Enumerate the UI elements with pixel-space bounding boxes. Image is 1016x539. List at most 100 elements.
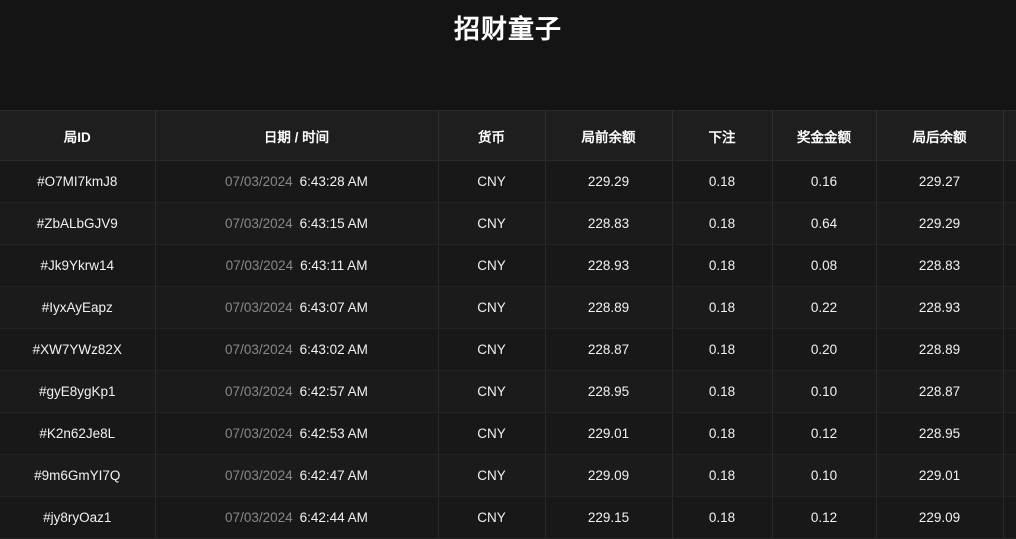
cell-balance-before: 228.83 (545, 202, 673, 245)
cell-currency: CNY (438, 286, 546, 329)
cell-balance-before: 229.01 (545, 412, 673, 455)
column-header-bet[interactable]: 下注 (672, 110, 773, 161)
round-history-table: 局ID 日期 / 时间 货币 局前余额 下注 奖金金额 局后余额 #O7MI7k… (0, 110, 1016, 539)
cell-bet: 0.18 (672, 160, 773, 203)
cell-time: 6:43:11 AM (300, 258, 368, 273)
cell-currency: CNY (438, 160, 546, 203)
cell-balance-after: 228.87 (876, 370, 1004, 413)
cell-round-id: #O7MI7kmJ8 (0, 160, 156, 203)
cell-win-amount: 0.10 (772, 370, 877, 413)
cell-spacer (1003, 286, 1016, 329)
cell-spacer (1003, 496, 1016, 539)
cell-balance-before: 228.93 (545, 244, 673, 287)
cell-balance-after: 229.29 (876, 202, 1004, 245)
cell-balance-before: 229.29 (545, 160, 673, 203)
cell-bet: 0.18 (672, 202, 773, 245)
cell-date-time: 07/03/2024 6:43:02 AM (155, 328, 439, 371)
cell-round-id: #9m6GmYI7Q (0, 454, 156, 497)
cell-date-time: 07/03/2024 6:42:53 AM (155, 412, 439, 455)
cell-win-amount: 0.16 (772, 160, 877, 203)
cell-date-time: 07/03/2024 6:43:11 AM (155, 244, 439, 287)
table-body: #O7MI7kmJ8 07/03/2024 6:43:28 AM CNY 229.29 0… (0, 160, 1016, 539)
cell-currency: CNY (438, 370, 546, 413)
cell-win-amount: 0.64 (772, 202, 877, 245)
table-row[interactable]: #K2n62Je8L 07/03/2024 6:42:53 AM CNY 229.01 0… (0, 412, 1016, 455)
cell-time: 6:42:47 AM (299, 468, 368, 483)
cell-bet: 0.18 (672, 328, 773, 371)
cell-bet: 0.18 (672, 454, 773, 497)
cell-bet: 0.18 (672, 244, 773, 287)
cell-bet: 0.18 (672, 496, 773, 539)
cell-balance-before: 228.95 (545, 370, 673, 413)
cell-date: 07/03/2024 (225, 342, 293, 357)
column-header-date-time[interactable]: 日期 / 时间 (155, 110, 439, 161)
column-header-balance-before[interactable]: 局前余额 (545, 110, 673, 161)
table-row[interactable]: #Jk9Ykrw14 07/03/2024 6:43:11 AM CNY 228.93 0… (0, 244, 1016, 287)
cell-date-time: 07/03/2024 6:42:44 AM (155, 496, 439, 539)
cell-balance-after: 228.83 (876, 244, 1004, 287)
cell-balance-after: 229.27 (876, 160, 1004, 203)
cell-date: 07/03/2024 (225, 258, 294, 273)
cell-currency: CNY (438, 328, 546, 371)
cell-date: 07/03/2024 (225, 174, 293, 189)
cell-balance-before: 228.89 (545, 286, 673, 329)
cell-date: 07/03/2024 (225, 384, 293, 399)
cell-currency: CNY (438, 496, 546, 539)
cell-win-amount: 0.12 (772, 412, 877, 455)
cell-currency: CNY (438, 202, 546, 245)
table-row[interactable]: #XW7YWz82X 07/03/2024 6:43:02 AM CNY 228.87 0… (0, 328, 1016, 371)
table-row[interactable]: #gyE8ygKp1 07/03/2024 6:42:57 AM CNY 228.95 0… (0, 370, 1016, 413)
cell-balance-before: 229.09 (545, 454, 673, 497)
column-header-spacer (1003, 110, 1016, 161)
column-header-round-id[interactable]: 局ID (0, 110, 156, 161)
cell-spacer (1003, 370, 1016, 413)
cell-spacer (1003, 412, 1016, 455)
cell-date-time: 07/03/2024 6:43:07 AM (155, 286, 439, 329)
cell-date: 07/03/2024 (225, 510, 293, 525)
cell-spacer (1003, 454, 1016, 497)
cell-time: 6:43:07 AM (299, 300, 368, 315)
cell-date-time: 07/03/2024 6:43:28 AM (155, 160, 439, 203)
cell-round-id: #ZbALbGJV9 (0, 202, 156, 245)
table-header: 局ID 日期 / 时间 货币 局前余额 下注 奖金金额 局后余额 (0, 110, 1016, 161)
cell-time: 6:42:53 AM (299, 426, 368, 441)
cell-spacer (1003, 328, 1016, 371)
cell-balance-after: 228.95 (876, 412, 1004, 455)
cell-balance-after: 228.93 (876, 286, 1004, 329)
cell-round-id: #XW7YWz82X (0, 328, 156, 371)
cell-balance-before: 229.15 (545, 496, 673, 539)
cell-time: 6:43:15 AM (299, 216, 368, 231)
cell-win-amount: 0.10 (772, 454, 877, 497)
cell-win-amount: 0.22 (772, 286, 877, 329)
cell-win-amount: 0.08 (772, 244, 877, 287)
column-header-win-amount[interactable]: 奖金金额 (772, 110, 877, 161)
table-row[interactable]: #jy8ryOaz1 07/03/2024 6:42:44 AM CNY 229.15 0… (0, 496, 1016, 539)
cell-round-id: #IyxAyEapz (0, 286, 156, 329)
cell-spacer (1003, 160, 1016, 203)
cell-date-time: 07/03/2024 6:42:57 AM (155, 370, 439, 413)
cell-balance-before: 228.87 (545, 328, 673, 371)
cell-bet: 0.18 (672, 412, 773, 455)
cell-time: 6:43:28 AM (299, 174, 368, 189)
page-title: 招财童子 (453, 14, 562, 44)
column-header-currency[interactable]: 货币 (438, 110, 546, 161)
cell-win-amount: 0.20 (772, 328, 877, 371)
table-header-row: 局ID 日期 / 时间 货币 局前余额 下注 奖金金额 局后余额 (0, 110, 1016, 161)
cell-win-amount: 0.12 (772, 496, 877, 539)
cell-time: 6:42:57 AM (299, 384, 368, 399)
cell-date: 07/03/2024 (225, 216, 293, 231)
page-header: 招财童子 (0, 0, 1016, 110)
table-row[interactable]: #9m6GmYI7Q 07/03/2024 6:42:47 AM CNY 229.09 0… (0, 454, 1016, 497)
table-row[interactable]: #ZbALbGJV9 07/03/2024 6:43:15 AM CNY 228.83 0… (0, 202, 1016, 245)
cell-bet: 0.18 (672, 286, 773, 329)
cell-currency: CNY (438, 244, 546, 287)
cell-round-id: #K2n62Je8L (0, 412, 156, 455)
cell-round-id: #Jk9Ykrw14 (0, 244, 156, 287)
column-header-balance-after[interactable]: 局后余额 (876, 110, 1004, 161)
cell-currency: CNY (438, 412, 546, 455)
cell-balance-after: 229.09 (876, 496, 1004, 539)
table-row[interactable]: #O7MI7kmJ8 07/03/2024 6:43:28 AM CNY 229.29 0… (0, 160, 1016, 203)
table-row[interactable]: #IyxAyEapz 07/03/2024 6:43:07 AM CNY 228.89 0… (0, 286, 1016, 329)
cell-round-id: #jy8ryOaz1 (0, 496, 156, 539)
